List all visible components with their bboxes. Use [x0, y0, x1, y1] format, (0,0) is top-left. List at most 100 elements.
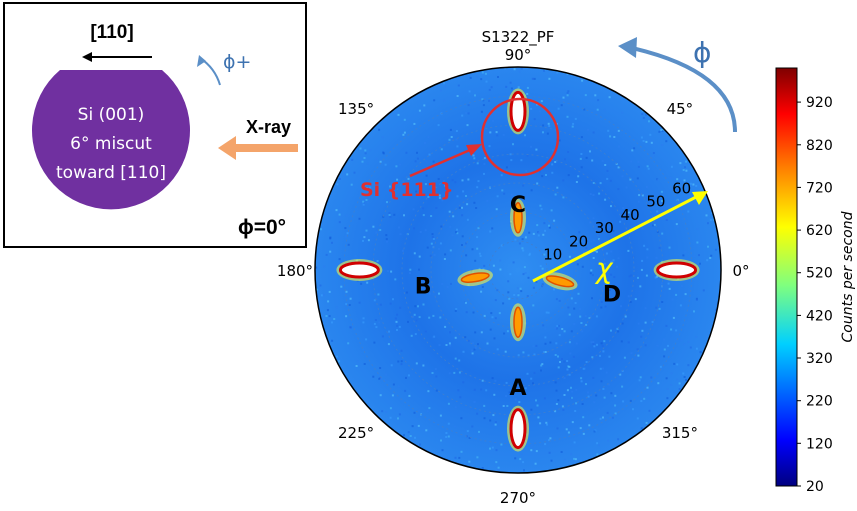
noise-speck [384, 454, 387, 457]
noise-speck [663, 338, 665, 341]
noise-speck [712, 355, 715, 358]
noise-speck [465, 242, 467, 245]
noise-speck [640, 268, 643, 271]
noise-speck [496, 289, 499, 292]
noise-speck [573, 307, 576, 310]
noise-speck [693, 255, 696, 258]
noise-speck [687, 341, 690, 343]
noise-speck [491, 119, 494, 122]
noise-speck [580, 380, 583, 383]
noise-speck [454, 181, 457, 184]
noise-speck [524, 236, 527, 239]
angular-tick-label: 315° [662, 424, 698, 442]
noise-speck [577, 292, 580, 295]
noise-speck [345, 214, 348, 217]
noise-speck [403, 449, 406, 452]
noise-speck [562, 100, 565, 103]
noise-speck [394, 317, 397, 320]
noise-speck [517, 86, 520, 89]
noise-speck [570, 453, 573, 456]
noise-speck [338, 178, 341, 180]
noise-speck [617, 292, 620, 295]
noise-speck [621, 111, 624, 114]
noise-speck [542, 131, 544, 134]
noise-speck [621, 370, 624, 372]
noise-speck [454, 336, 457, 339]
noise-speck [414, 436, 416, 439]
noise-speck [473, 157, 476, 160]
noise-speck [461, 114, 464, 117]
noise-speck [557, 324, 560, 327]
noise-speck [444, 253, 447, 256]
noise-speck [382, 95, 385, 98]
noise-speck [414, 160, 417, 163]
noise-speck [362, 82, 365, 85]
noise-speck [720, 320, 721, 323]
noise-speck [438, 196, 441, 199]
noise-speck [679, 138, 682, 141]
noise-speck [397, 360, 400, 363]
noise-speck [379, 160, 382, 163]
noise-speck [610, 467, 613, 470]
noise-speck [336, 355, 338, 358]
noise-speck [398, 325, 401, 328]
noise-speck [648, 455, 651, 458]
noise-speck [695, 184, 698, 187]
noise-speck [548, 125, 551, 127]
wafer [32, 70, 191, 210]
noise-speck [542, 324, 545, 327]
noise-speck [428, 407, 431, 410]
noise-speck [706, 82, 709, 85]
noise-speck [614, 404, 617, 407]
noise-speck [460, 417, 463, 420]
noise-speck [585, 383, 587, 386]
noise-speck [541, 267, 544, 270]
noise-speck [323, 443, 326, 446]
noise-speck [551, 163, 554, 166]
noise-speck [639, 376, 642, 379]
noise-speck [696, 277, 699, 280]
noise-speck [710, 212, 713, 215]
noise-speck [413, 122, 416, 125]
noise-speck [362, 321, 365, 324]
noise-speck [645, 113, 647, 116]
noise-speck [315, 334, 318, 337]
noise-speck [550, 209, 553, 212]
noise-speck [694, 454, 697, 457]
noise-speck [665, 140, 668, 143]
noise-speck [684, 293, 687, 296]
noise-speck [576, 263, 579, 266]
noise-speck [590, 341, 593, 344]
colorbar-tick-label: 620 [806, 223, 833, 239]
noise-speck [706, 107, 709, 110]
noise-speck [346, 471, 349, 473]
noise-speck [331, 241, 333, 244]
noise-speck [698, 150, 701, 153]
phi-rotation-arrowhead-small [197, 55, 206, 67]
noise-speck [503, 332, 506, 335]
noise-speck [530, 444, 533, 447]
noise-speck [553, 219, 556, 222]
noise-speck [698, 460, 701, 463]
noise-speck [619, 220, 622, 223]
noise-speck [682, 254, 685, 257]
noise-speck [641, 194, 644, 197]
noise-speck [330, 231, 333, 233]
noise-speck [418, 268, 420, 271]
noise-speck [551, 149, 554, 152]
noise-speck [390, 364, 393, 367]
noise-speck [680, 339, 683, 342]
noise-speck [471, 425, 474, 428]
noise-speck [644, 344, 647, 347]
noise-speck [603, 396, 606, 399]
noise-speck [401, 249, 404, 252]
noise-speck [433, 185, 436, 188]
noise-speck [338, 258, 341, 261]
wafer-line-2: 6° miscut [70, 134, 152, 154]
noise-speck [604, 164, 607, 166]
noise-speck [540, 100, 543, 103]
noise-speck [521, 67, 523, 70]
noise-speck [561, 328, 564, 330]
noise-speck [671, 124, 674, 127]
noise-speck [636, 417, 639, 420]
